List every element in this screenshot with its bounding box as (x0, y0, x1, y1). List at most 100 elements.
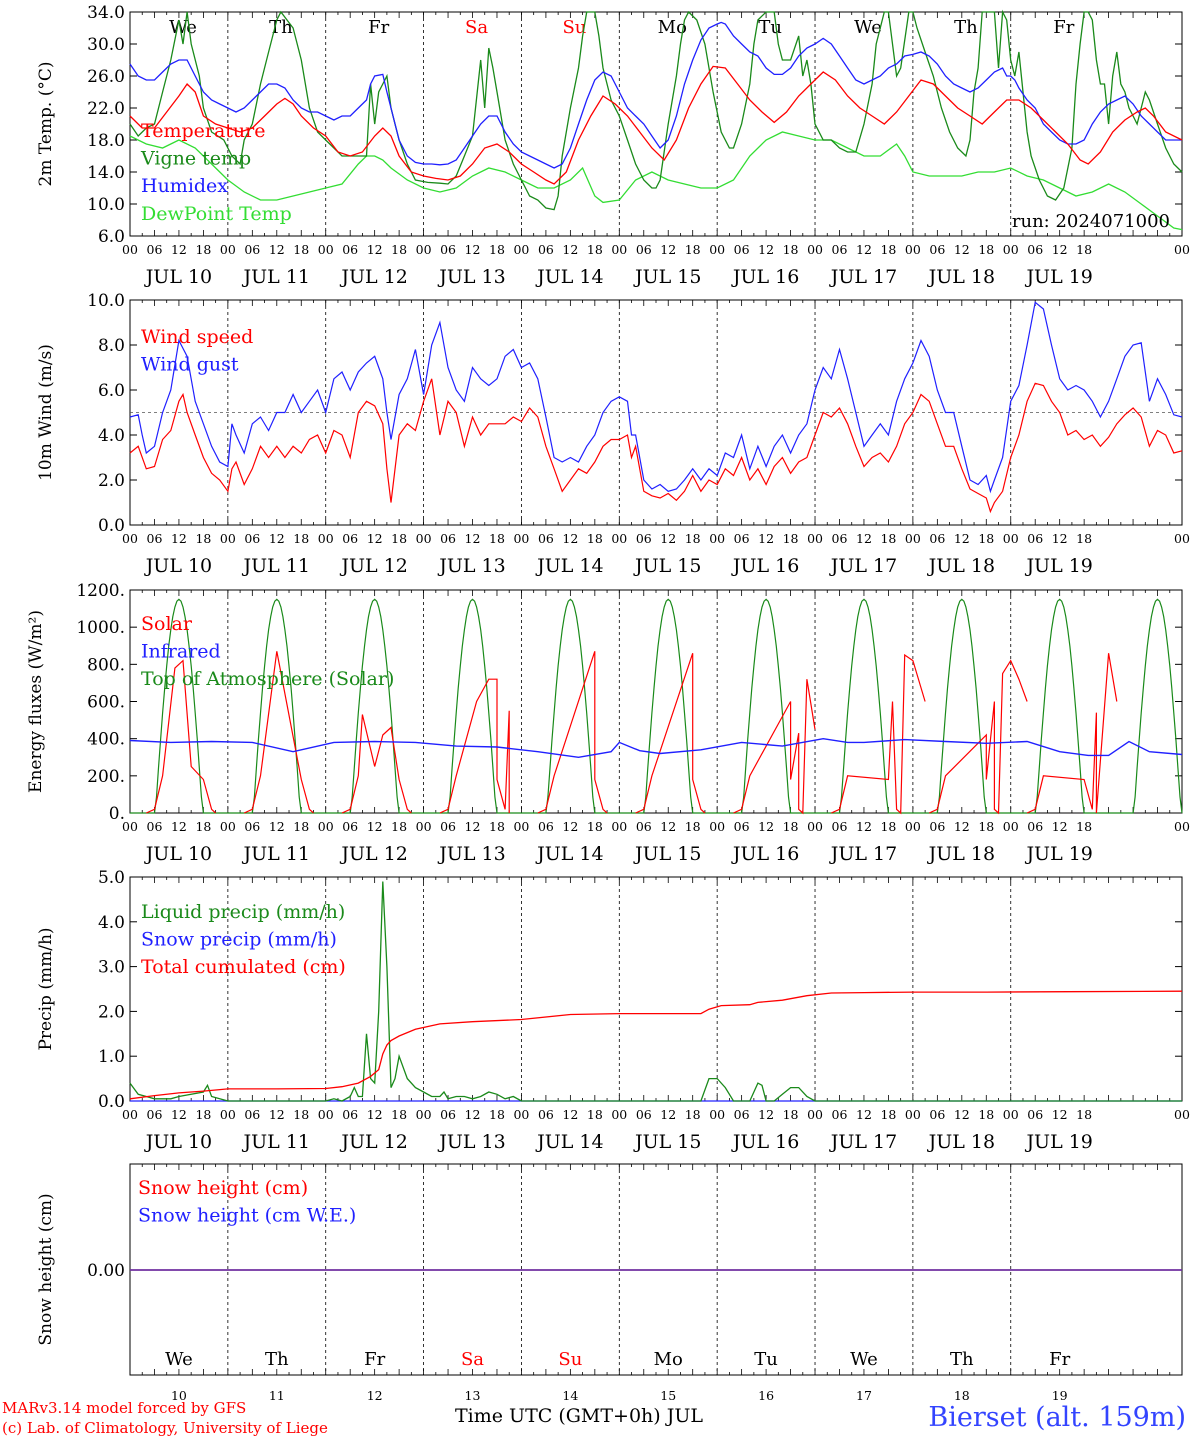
hour-tick-label: 12 (171, 819, 187, 834)
hour-tick-label: 06 (244, 531, 260, 546)
hour-tick-label: 00 (905, 819, 921, 834)
day-number-label: 19 (1052, 1388, 1068, 1403)
y-axis-label: 10m Wind (m/s) (36, 344, 56, 481)
hour-tick-label: 12 (660, 819, 676, 834)
y-tick-label: 1000. (76, 618, 125, 638)
model-credit: MARv3.14 model forced by GFS (2, 1399, 247, 1417)
hour-tick-label: 00 (1003, 1107, 1019, 1122)
hour-tick-label: 18 (587, 242, 603, 257)
y-tick-label: 0. (109, 804, 125, 824)
day-name-label: We (169, 17, 197, 38)
series-line-infrared (129, 737, 1183, 759)
hour-tick-label: 00 (1174, 819, 1190, 834)
hour-tick-label: 18 (195, 819, 211, 834)
y-tick-label: 400. (87, 730, 125, 750)
hour-tick-label: 00 (807, 531, 823, 546)
hour-tick-label: 18 (880, 242, 896, 257)
hour-tick-label: 12 (562, 1107, 578, 1122)
station-name: Bierset (alt. 159m) (928, 1402, 1186, 1433)
hour-tick-label: 18 (489, 242, 505, 257)
hour-tick-label: 06 (244, 1107, 260, 1122)
hour-tick-label: 06 (147, 819, 163, 834)
date-label: JUL 18 (927, 1131, 995, 1153)
day-name-label: Mo (654, 1349, 683, 1370)
run-label: run: 2024071000 (1012, 211, 1170, 232)
hour-tick-label: 18 (783, 242, 799, 257)
hour-tick-label: 12 (954, 531, 970, 546)
hour-tick-label: 00 (318, 242, 334, 257)
date-label: JUL 16 (731, 266, 799, 288)
hour-tick-label: 00 (905, 531, 921, 546)
hour-tick-label: 18 (978, 242, 994, 257)
date-label: JUL 18 (927, 555, 995, 577)
date-label: JUL 17 (829, 266, 897, 288)
hour-tick-label: 12 (367, 531, 383, 546)
hour-tick-label: 00 (905, 1107, 921, 1122)
solar-day-7 (733, 679, 816, 815)
hour-tick-label: 18 (587, 819, 603, 834)
hour-tick-label: 12 (367, 242, 383, 257)
legend-entry: Snow height (cm W.E.) (138, 1205, 356, 1227)
solar-day-10 (1026, 653, 1118, 814)
date-label: JUL 18 (927, 266, 995, 288)
legend-entry: DewPoint Temp (141, 203, 292, 225)
legend-entry: Total cumulated (cm) (141, 956, 346, 978)
hour-tick-label: 18 (685, 819, 701, 834)
hour-tick-label: 00 (611, 242, 627, 257)
day-name-label: Th (954, 17, 978, 38)
hour-tick-label: 00 (1003, 531, 1019, 546)
hour-tick-label: 00 (122, 531, 138, 546)
hour-tick-label: 12 (758, 1107, 774, 1122)
date-label: JUL 13 (437, 555, 505, 577)
y-tick-label: 3.0 (98, 958, 125, 978)
hour-tick-label: 12 (660, 531, 676, 546)
hour-tick-label: 06 (342, 531, 358, 546)
day-number-label: 16 (758, 1388, 774, 1403)
y-tick-label: 22.0 (87, 99, 125, 119)
hour-tick-label: 00 (220, 819, 236, 834)
hour-tick-label: 12 (171, 242, 187, 257)
hour-tick-label: 06 (734, 1107, 750, 1122)
date-label: JUL 19 (1024, 555, 1092, 577)
hour-tick-label: 00 (709, 1107, 725, 1122)
date-label: JUL 15 (633, 843, 701, 865)
day-number-label: 15 (660, 1388, 676, 1403)
hour-tick-label: 00 (220, 242, 236, 257)
hour-tick-label: 12 (660, 1107, 676, 1122)
hour-tick-label: 18 (391, 1107, 407, 1122)
hour-tick-label: 18 (587, 531, 603, 546)
day-name-label: Tu (754, 1349, 778, 1370)
solar-day-2 (243, 651, 314, 814)
y-axis-label: Energy fluxes (W/m²) (26, 610, 46, 793)
hour-tick-label: 18 (1076, 531, 1092, 546)
legend-entry: Temperature (141, 120, 265, 142)
hour-tick-label: 18 (685, 531, 701, 546)
y-axis-label: 2m Temp. (°C) (36, 61, 56, 186)
hour-tick-label: 06 (538, 242, 554, 257)
y-tick-label: 4.0 (98, 426, 125, 446)
hour-tick-label: 06 (636, 531, 652, 546)
date-label: JUL 15 (633, 555, 701, 577)
legend-entry: Wind gust (141, 354, 239, 376)
panel-2: 0.0 2.0 4.0 6.0 8.0 10.0 10m Wind (m/s) 00 06 12 1… (36, 291, 1190, 577)
y-tick-label: 4.0 (98, 913, 125, 933)
y-tick-label: 14.0 (87, 163, 125, 183)
hour-tick-label: 06 (734, 531, 750, 546)
hour-tick-label: 00 (709, 531, 725, 546)
legend-entry: Wind speed (141, 326, 253, 348)
hour-tick-label: 18 (587, 1107, 603, 1122)
hour-tick-label: 18 (783, 1107, 799, 1122)
hour-tick-label: 18 (489, 531, 505, 546)
hour-tick-label: 12 (562, 531, 578, 546)
hour-tick-label: 00 (122, 819, 138, 834)
hour-tick-label: 00 (611, 531, 627, 546)
hour-tick-label: 06 (342, 242, 358, 257)
hour-tick-label: 06 (832, 1107, 848, 1122)
day-name-label: We (165, 1349, 193, 1370)
hour-tick-label: 06 (440, 531, 456, 546)
hour-tick-label: 12 (465, 1107, 481, 1122)
date-label: JUL 17 (829, 843, 897, 865)
hour-tick-label: 00 (1174, 1107, 1190, 1122)
day-number-label: 11 (269, 1388, 285, 1403)
